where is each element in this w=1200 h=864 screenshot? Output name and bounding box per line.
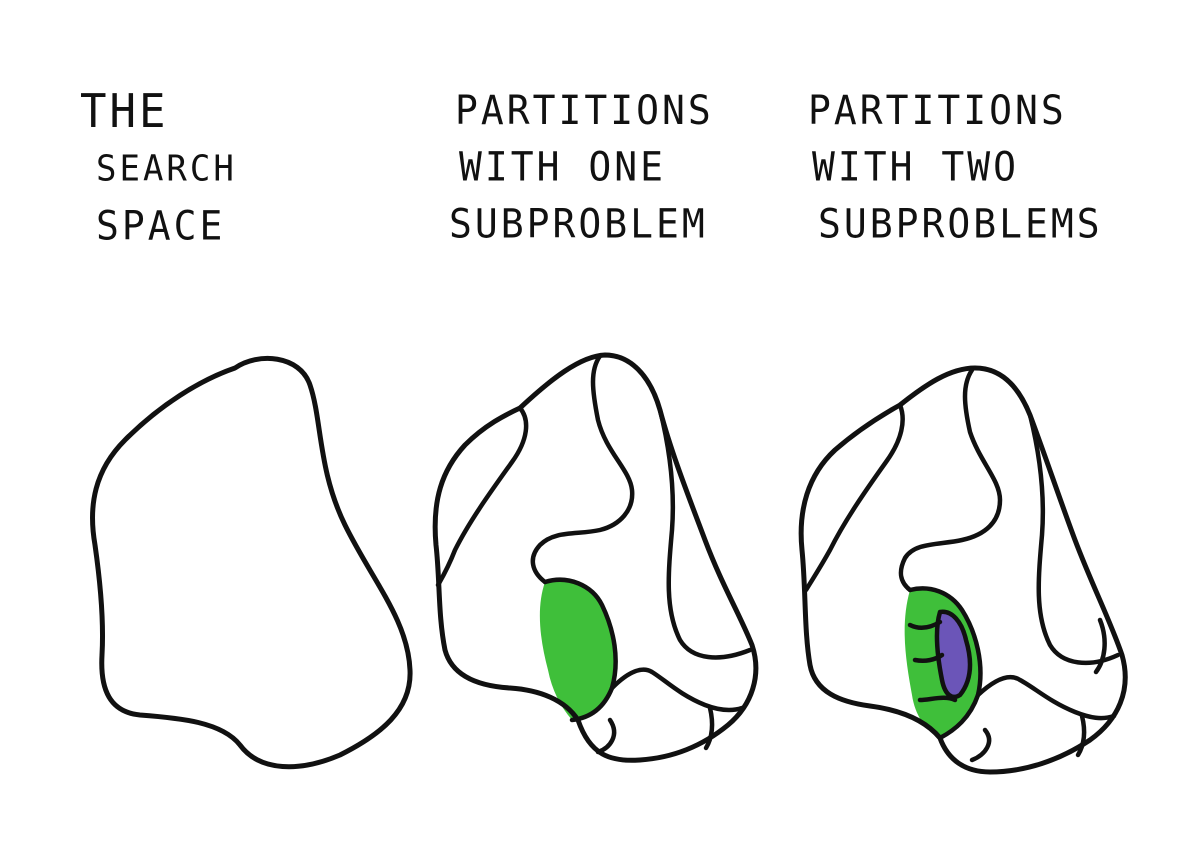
partition-line — [907, 619, 943, 631]
partition-line — [1075, 713, 1087, 758]
partition-line — [917, 695, 958, 703]
partition-line — [912, 652, 945, 664]
partition-line — [898, 367, 1003, 593]
partition-line — [657, 407, 753, 660]
label-search-space: THE SEARCH SPACE — [80, 84, 237, 254]
label-one-subproblem: PARTITIONS WITH ONE SUBPROBLEM — [449, 82, 714, 252]
label-two-subproblems: PARTITIONS WITH TWO SUBPROBLEMS — [808, 82, 1103, 252]
partition-line — [542, 577, 618, 723]
label-line: PARTITIONS — [808, 87, 1067, 134]
search-space-shape — [90, 355, 413, 770]
two-subproblems-diagram — [798, 365, 1128, 775]
partition-line — [435, 405, 529, 588]
label-line: SPACE — [96, 202, 226, 249]
partition-line — [1093, 617, 1107, 675]
partition-line — [1027, 412, 1121, 666]
label-line: SUBPROBLEMS — [818, 200, 1103, 247]
one-subproblem-diagram — [432, 352, 759, 763]
label-line: WITH ONE — [459, 143, 667, 191]
label-line: SEARCH — [96, 148, 237, 190]
label-line: WITH TWO — [812, 143, 1020, 191]
label-line: THE — [80, 85, 169, 139]
label-line: PARTITIONS — [455, 87, 714, 134]
partition-line — [969, 727, 992, 763]
subproblem-region — [539, 579, 616, 720]
partition-line — [530, 353, 635, 585]
subproblem-region-inner — [936, 611, 970, 697]
label-line: SUBPROBLEM — [449, 200, 708, 247]
partition-line — [975, 674, 1117, 721]
partition-line — [803, 402, 905, 593]
partition-line — [907, 586, 983, 741]
partition-line — [609, 667, 745, 713]
partition-line — [595, 717, 617, 755]
partition-line — [703, 705, 715, 751]
